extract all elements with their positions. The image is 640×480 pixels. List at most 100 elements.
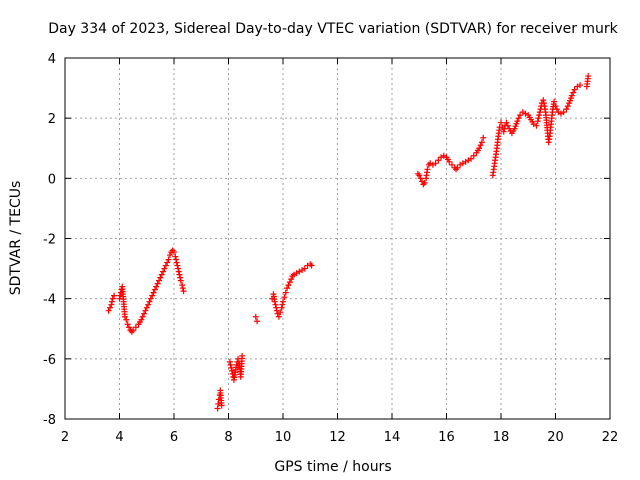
data-point bbox=[254, 318, 261, 325]
x-tick-label: 6 bbox=[170, 430, 178, 445]
y-tick-label: -4 bbox=[43, 293, 56, 308]
data-point bbox=[176, 271, 183, 278]
data-point bbox=[285, 282, 292, 289]
y-tick-label: 0 bbox=[48, 172, 56, 187]
data-point bbox=[478, 139, 485, 146]
data-point bbox=[553, 106, 560, 113]
data-point bbox=[149, 292, 156, 299]
data-point bbox=[146, 298, 153, 305]
data-point bbox=[577, 82, 584, 89]
x-tick-label: 20 bbox=[547, 430, 564, 445]
data-point bbox=[154, 280, 161, 287]
x-tick-label: 16 bbox=[438, 430, 455, 445]
data-point bbox=[271, 298, 278, 305]
data-point bbox=[560, 109, 567, 116]
data-point bbox=[174, 262, 181, 269]
x-tick-label: 22 bbox=[602, 430, 619, 445]
y-tick-label: -8 bbox=[43, 413, 56, 428]
data-point bbox=[166, 252, 173, 259]
data-point bbox=[226, 358, 233, 365]
data-point bbox=[158, 271, 165, 278]
x-tick-label: 14 bbox=[384, 430, 401, 445]
data-point bbox=[179, 282, 186, 289]
grid-lines bbox=[65, 58, 610, 419]
data-point bbox=[153, 283, 160, 290]
data-point bbox=[476, 145, 483, 152]
data-point bbox=[570, 89, 577, 96]
data-point bbox=[172, 253, 179, 260]
data-point bbox=[534, 118, 541, 125]
data-point bbox=[105, 307, 112, 314]
data-point bbox=[218, 402, 225, 409]
data-point bbox=[500, 128, 507, 135]
data-point bbox=[141, 310, 148, 317]
data-point bbox=[138, 316, 145, 323]
data-point bbox=[504, 122, 511, 129]
axis-ticks: 2 4 6 8 10 12 14 16 18 20 22 -8 -6 -4 -2 0 2 4 bbox=[43, 52, 618, 445]
x-tick-label: 10 bbox=[275, 430, 292, 445]
data-point bbox=[517, 112, 524, 119]
data-point bbox=[280, 298, 286, 305]
data-point bbox=[121, 313, 128, 320]
data-point bbox=[571, 86, 578, 93]
y-axis-label: SDTVAR / TECUs bbox=[8, 181, 24, 296]
data-point bbox=[536, 112, 543, 119]
data-point bbox=[515, 115, 522, 122]
data-point bbox=[568, 92, 575, 99]
data-point bbox=[435, 157, 442, 164]
data-point bbox=[540, 97, 547, 104]
data-point bbox=[160, 268, 167, 275]
data-point bbox=[535, 115, 542, 122]
x-tick-label: 8 bbox=[224, 430, 232, 445]
data-point bbox=[228, 367, 235, 374]
data-point bbox=[143, 304, 150, 311]
y-tick-label: -2 bbox=[43, 233, 56, 248]
data-point bbox=[552, 103, 559, 110]
data-point bbox=[273, 304, 280, 311]
data-point bbox=[156, 277, 163, 284]
x-tick-label: 18 bbox=[493, 430, 510, 445]
x-tick-label: 4 bbox=[115, 430, 123, 445]
chart-title: Day 334 of 2023, Sidereal Day-to-day VTE… bbox=[48, 21, 618, 37]
y-tick-label: -6 bbox=[43, 353, 56, 368]
data-point bbox=[132, 324, 139, 331]
data-point bbox=[252, 313, 259, 320]
data-point bbox=[514, 118, 521, 125]
data-point bbox=[157, 274, 164, 281]
data-point bbox=[277, 309, 284, 316]
data-point bbox=[275, 313, 282, 320]
data-point bbox=[540, 100, 547, 107]
data-point bbox=[503, 119, 510, 126]
data-point bbox=[145, 301, 152, 308]
data-point bbox=[278, 304, 285, 311]
data-point bbox=[417, 175, 424, 182]
data-point bbox=[468, 155, 475, 162]
data-point bbox=[424, 166, 431, 173]
data-point bbox=[421, 179, 428, 186]
data-point bbox=[175, 265, 182, 272]
data-point bbox=[109, 295, 116, 302]
data-point bbox=[142, 307, 149, 314]
data-point bbox=[227, 361, 234, 368]
data-point bbox=[454, 164, 461, 171]
data-point bbox=[108, 301, 115, 308]
data-point bbox=[151, 286, 158, 293]
data-point bbox=[308, 262, 315, 269]
data-point bbox=[432, 160, 439, 167]
data-point bbox=[177, 277, 184, 284]
data-point bbox=[536, 109, 543, 116]
y-tick-label: 2 bbox=[48, 112, 56, 127]
data-point bbox=[126, 324, 133, 331]
data-point bbox=[109, 298, 116, 305]
data-point bbox=[139, 313, 146, 320]
data-point bbox=[281, 294, 288, 301]
data-point bbox=[175, 268, 182, 275]
data-point bbox=[173, 256, 180, 263]
data-point bbox=[448, 161, 455, 168]
data-point bbox=[272, 301, 279, 308]
data-point bbox=[282, 289, 289, 296]
data-point bbox=[480, 134, 487, 141]
data-point bbox=[111, 292, 118, 299]
data-point bbox=[477, 142, 484, 149]
